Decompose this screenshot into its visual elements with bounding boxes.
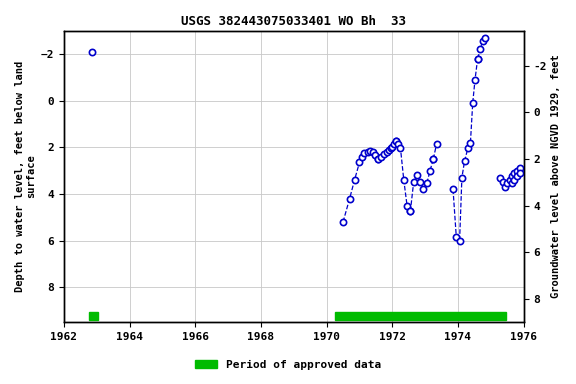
- Bar: [335, 312, 506, 320]
- Title: USGS 382443075033401 WO Bh  33: USGS 382443075033401 WO Bh 33: [181, 15, 406, 28]
- Y-axis label: Depth to water level, feet below land
surface: Depth to water level, feet below land su…: [15, 61, 37, 292]
- Legend: Period of approved data: Period of approved data: [191, 356, 385, 375]
- Y-axis label: Groundwater level above NGVD 1929, feet: Groundwater level above NGVD 1929, feet: [551, 55, 561, 298]
- Bar: [89, 312, 98, 320]
